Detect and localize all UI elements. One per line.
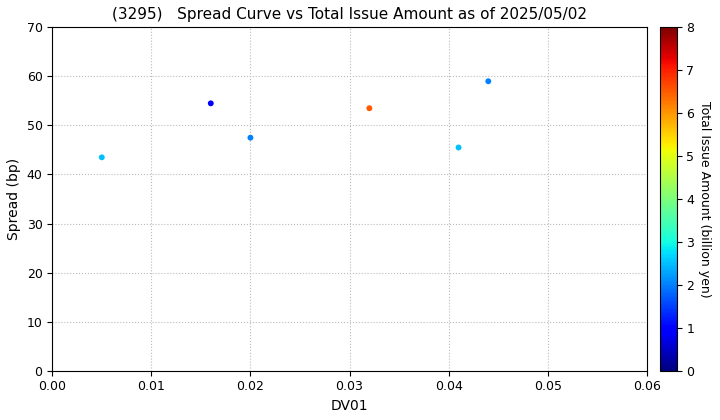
Point: [364, 105, 375, 112]
Point: [453, 144, 464, 151]
Point: [245, 134, 256, 141]
Point: [482, 78, 494, 84]
X-axis label: DV01: DV01: [330, 399, 369, 413]
Point: [205, 100, 217, 107]
Title: (3295)   Spread Curve vs Total Issue Amount as of 2025/05/02: (3295) Spread Curve vs Total Issue Amoun…: [112, 7, 587, 22]
Y-axis label: Spread (bp): Spread (bp): [7, 158, 21, 240]
Y-axis label: Total Issue Amount (billion yen): Total Issue Amount (billion yen): [698, 101, 711, 297]
Point: [96, 154, 107, 161]
